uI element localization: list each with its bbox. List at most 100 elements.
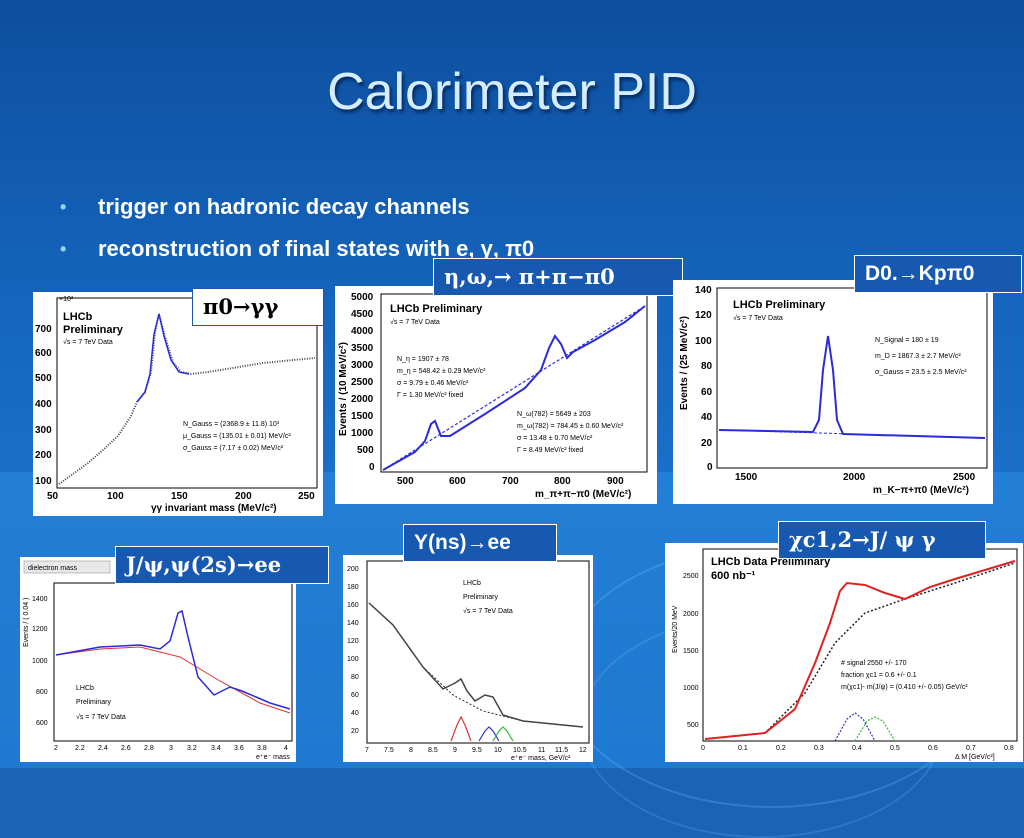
fit-line: σ_Gauss = (7.17 ± 0.02) MeV/c² (183, 445, 284, 452)
fit-line: fraction χc1 = 0.6 +/- 0.1 (841, 672, 917, 679)
info-text: LHCb Preliminary √s = 7 TeV Data (390, 303, 483, 326)
fit-line: N_Signal = 180 ± 19 (875, 337, 939, 344)
info-text: LHCb Preliminary √s = 7 TeV Data (463, 580, 513, 615)
y-tick: 180 (347, 584, 359, 591)
y-tick-labels: 140 120 100 80 60 40 20 0 (695, 285, 713, 473)
y-tick: 40 (351, 710, 359, 717)
info-line: 600 nb⁻¹ (711, 570, 756, 582)
x-tick: 3 (169, 745, 173, 752)
y-tick: 5000 (351, 292, 374, 303)
y-tick: 1000 (32, 658, 48, 665)
fit-curve (368, 602, 584, 728)
fit-line: μ_Gauss = (135.01 ± 0.01) MeV/c² (183, 433, 291, 440)
x-tick: 250 (298, 491, 315, 502)
x-tick: 9.5 (472, 747, 482, 754)
y-tick: 160 (347, 602, 359, 609)
x-tick: 0.7 (966, 745, 976, 752)
x-tick: 0.8 (1004, 745, 1014, 752)
jpsi-label: J/ψ,ψ(2s)→ee (115, 546, 329, 584)
d0-label: D0.→Kpπ0 (854, 255, 1022, 293)
chic1-peak (834, 712, 876, 742)
y-tick: 500 (35, 373, 52, 384)
info-line: LHCb (463, 580, 481, 587)
y-tick: 140 (695, 285, 712, 296)
x-tick: 0.1 (738, 745, 748, 752)
x-tick: 2500 (953, 472, 976, 483)
fit-results-omega: N_ω(782) = 5649 ± 203 m_ω(782) = 784.45 … (517, 411, 624, 454)
fit-results-eta: N_η = 1907 ± 78 m_η = 548.42 ± 0.29 MeV/… (397, 356, 486, 399)
y-tick: 140 (347, 620, 359, 627)
bullet-item: trigger on hadronic decay channels (60, 186, 534, 228)
info-text: LHCb Data Preliminary 600 nb⁻¹ (711, 556, 831, 582)
upsilon-plot: 200 180 160 140 120 100 80 60 40 20 7 7.… (343, 555, 593, 762)
y-tick: 500 (687, 722, 699, 729)
info-line: LHCb (76, 685, 94, 692)
fit-curve (136, 313, 190, 403)
x-tick: 11 (538, 747, 545, 754)
fit-curve (382, 305, 646, 471)
fit-line: # signal 2550 +/- 170 (841, 660, 907, 667)
y-tick: 800 (36, 689, 48, 696)
background-curve (55, 646, 291, 714)
plot-header: dielectron mass (28, 565, 78, 572)
x-tick: 2.6 (121, 745, 131, 752)
upsilon-2s-peak (478, 726, 500, 742)
x-tick: 2.8 (144, 745, 154, 752)
fit-line: N_ω(782) = 5649 ± 203 (517, 411, 591, 418)
x-axis-label: γγ invariant mass (MeV/c²) (151, 503, 277, 514)
y-tick: 1500 (351, 411, 374, 422)
x-tick: 8 (409, 747, 413, 754)
fit-line: m(χc1)- m(J/ψ) = (0.410 +/- 0.05) GeV/c² (841, 684, 968, 691)
y-tick: 700 (35, 324, 52, 335)
background-curve (704, 562, 1016, 740)
x-tick: 50 (47, 491, 59, 502)
x-tick: 0.4 (852, 745, 862, 752)
background-curve (368, 602, 584, 728)
fit-curve (704, 560, 1016, 740)
jpsi-plot: dielectron mass 1400 1200 1000 800 600 E… (20, 557, 296, 762)
x-axis-label: Δ M [GeV/c²] (955, 754, 995, 761)
jpsi-plot-svg: dielectron mass 1400 1200 1000 800 600 E… (23, 560, 293, 761)
info-text: LHCb Preliminary √s = 7 TeV Data (76, 685, 126, 721)
x-tick: 10 (494, 747, 502, 754)
d0-plot: 140 120 100 80 60 40 20 0 Events / (25 M… (673, 280, 993, 504)
chic-label: χc1,2→J/ ψ γ (778, 521, 986, 559)
x-tick-labels: 0 0.1 0.2 0.3 0.4 0.5 0.6 0.7 0.8 (701, 745, 1014, 752)
pi0-plot: ×10³ 700 600 500 400 300 200 100 50 100 … (33, 292, 323, 516)
x-axis-label: e⁺e⁻ mass, GeV/c² (511, 755, 571, 762)
x-tick: 2.2 (75, 745, 85, 752)
y-tick: 100 (695, 336, 712, 347)
x-tick: 100 (107, 491, 124, 502)
scale-note: ×10³ (59, 296, 74, 303)
y-tick-labels: 5000 4500 4000 3500 3000 2500 2000 1500 … (351, 292, 375, 473)
x-tick: 700 (502, 476, 519, 487)
x-tick-labels: 1500 2000 2500 (735, 472, 976, 483)
info-line: √s = 7 TeV Data (390, 318, 440, 326)
y-tick: 600 (36, 720, 48, 727)
y-tick-labels: 2500 2000 1500 1000 500 (683, 573, 699, 729)
d0-plot-svg: 140 120 100 80 60 40 20 0 Events / (25 M… (679, 285, 988, 496)
x-axis-label: m_K−π+π0 (MeV/c²) (873, 485, 969, 496)
y-tick-labels: 200 180 160 140 120 100 80 60 40 20 (347, 566, 359, 735)
x-tick: 4 (284, 745, 288, 752)
y-axis-label: Events / (25 MeV/c²) (679, 316, 690, 410)
x-tick: 3.2 (187, 745, 197, 752)
fit-line: σ = 13.48 ± 0.70 MeV/c² (517, 435, 593, 442)
y-tick: 20 (351, 728, 359, 735)
upsilon-label: Υ(ns)→ee (403, 524, 557, 562)
y-tick: 60 (701, 387, 713, 398)
bullet-list: trigger on hadronic decay channels recon… (60, 186, 534, 270)
fit-line: N_Gauss = (2368.9 ± 11.8) 10³ (183, 421, 280, 428)
y-axis-label: Events / (10 MeV/c²) (338, 342, 349, 436)
x-tick: 500 (397, 476, 414, 487)
bullet-item: reconstruction of final states with e, γ… (60, 228, 534, 270)
x-tick: 0.2 (776, 745, 786, 752)
fit-line: σ = 9.79 ± 0.46 MeV/c² (397, 380, 469, 387)
y-tick: 0 (369, 462, 375, 473)
y-tick: 100 (347, 656, 359, 663)
y-tick: 1500 (683, 648, 699, 655)
y-tick: 200 (35, 450, 52, 461)
fit-line: Γ = 1.30 MeV/c² fixed (397, 392, 463, 399)
info-line: √s = 7 TeV Data (63, 338, 113, 346)
x-tick: 9 (453, 747, 457, 754)
